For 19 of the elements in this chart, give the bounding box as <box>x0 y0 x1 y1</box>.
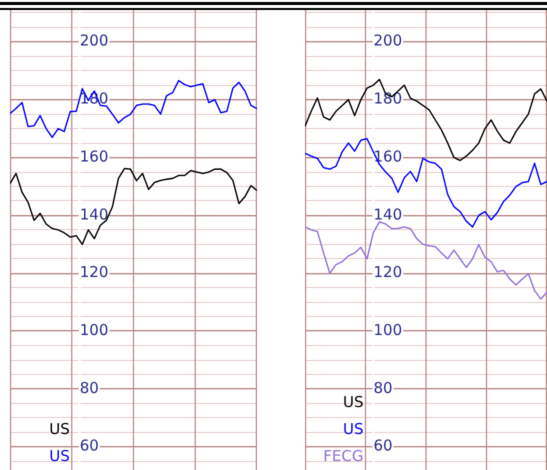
y-tick-label: 120 <box>80 263 108 282</box>
y-tick-label: 100 <box>80 321 108 340</box>
text: US <box>49 446 70 467</box>
y-tick-label: 200 <box>80 32 108 50</box>
y-tick-label: 160 <box>374 147 402 166</box>
y-tick-label: 100 <box>374 321 402 340</box>
y-tick-label: 160 <box>80 147 108 166</box>
text: FECG <box>323 446 364 467</box>
text: US <box>342 419 364 440</box>
y-tick-label: 140 <box>80 205 108 224</box>
y-tick-label: 60 <box>80 436 99 455</box>
y-tick-label: 80 <box>80 378 99 397</box>
y-tick-label: 80 <box>374 378 393 397</box>
y-tick-label: 120 <box>374 263 402 282</box>
y-tick-label: 60 <box>374 436 393 455</box>
y-tick-label: 140 <box>374 205 402 224</box>
text: US <box>342 392 364 413</box>
y-tick-label: 200 <box>374 32 402 50</box>
text: US <box>49 419 70 440</box>
